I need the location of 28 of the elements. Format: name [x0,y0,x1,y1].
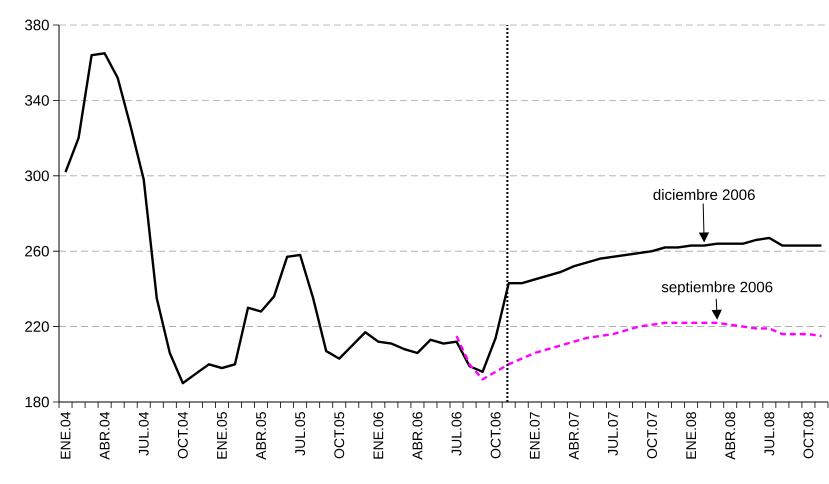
x-tick-label: OCT.04 [178,412,188,458]
x-tick-label: ABR.05 [256,412,266,460]
x-tick-label: ABR.06 [412,412,422,460]
y-tick-label: 300 [25,170,49,182]
y-tick-label: 180 [26,396,49,408]
x-tick-label: JUL.05 [295,412,306,456]
x-tick-label: ENE.06 [373,412,384,459]
x-tick-label: JUL.04 [138,412,149,456]
x-tick-label: ENE.05 [216,412,227,459]
x-tick-label: JUL.06 [452,412,462,456]
y-tick-label: 260 [25,246,49,256]
x-tick-label: JUL.07 [608,412,618,456]
y-tick-label: 380 [25,20,49,30]
text: diciembre 2006 [654,188,755,200]
x-tick-label: ENE.04 [60,412,70,459]
series-label: septiembre 2006 [662,281,772,296]
x-tick-label: OCT.05 [334,412,344,458]
x-tick-label: ABR.07 [568,412,579,460]
x-tick-label: JUL.08 [764,412,774,456]
x-tick-label: ENE.08 [686,412,696,459]
x-tick-label: ABR.08 [725,412,736,460]
y-tick-label: 340 [25,95,49,106]
x-tick-label: ABR.04 [100,412,110,460]
x-tick-label: OCT.07 [647,412,657,458]
x-tick-label: OCT.06 [490,412,501,458]
x-tick-label: OCT.08 [803,412,814,458]
x-tick-label: ENE.07 [530,412,540,459]
y-tick-label: 220 [25,321,49,332]
